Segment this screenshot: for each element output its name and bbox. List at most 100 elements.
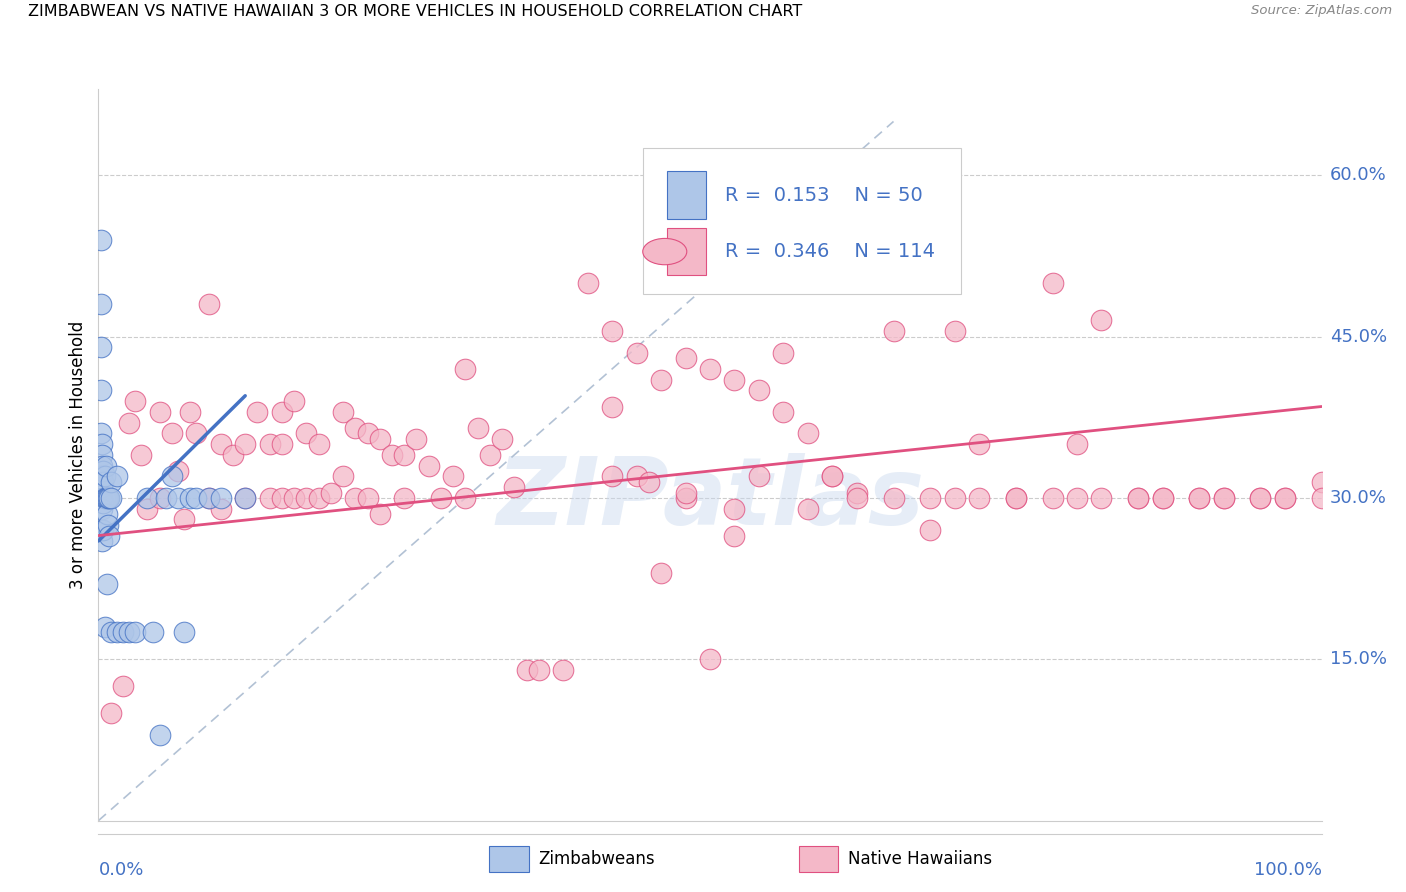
Point <box>600 324 623 338</box>
Text: 15.0%: 15.0% <box>1330 650 1386 668</box>
Point <box>91 458 114 473</box>
Point <box>160 426 183 441</box>
Point <box>883 491 905 505</box>
Text: 45.0%: 45.0% <box>1330 327 1388 345</box>
Point <box>637 475 661 489</box>
Point <box>100 475 122 489</box>
Point <box>675 485 697 500</box>
Point <box>98 528 121 542</box>
Point <box>821 469 844 483</box>
Point <box>105 625 128 640</box>
Point <box>160 469 183 483</box>
Point <box>1152 491 1174 505</box>
Point <box>149 491 172 505</box>
Point <box>845 485 868 500</box>
Point <box>94 458 117 473</box>
Point <box>90 340 112 354</box>
Point <box>1066 437 1088 451</box>
Point <box>155 491 177 505</box>
Point <box>111 625 134 640</box>
Point <box>943 324 966 338</box>
Point <box>1188 491 1211 505</box>
Point <box>90 233 112 247</box>
Point <box>179 405 201 419</box>
FancyBboxPatch shape <box>668 171 706 219</box>
Point <box>1152 491 1174 505</box>
Point <box>186 491 208 505</box>
FancyBboxPatch shape <box>668 227 706 276</box>
Point <box>344 491 367 505</box>
Point <box>233 491 256 505</box>
Point <box>118 625 141 640</box>
Point <box>96 491 118 505</box>
Point <box>1090 313 1112 327</box>
Point <box>967 491 990 505</box>
Point <box>368 507 391 521</box>
Point <box>441 469 464 483</box>
Point <box>454 362 477 376</box>
Text: ZIMBABWEAN VS NATIVE HAWAIIAN 3 OR MORE VEHICLES IN HOUSEHOLD CORRELATION CHART: ZIMBABWEAN VS NATIVE HAWAIIAN 3 OR MORE … <box>28 4 803 20</box>
Point <box>93 491 115 505</box>
Point <box>97 517 120 532</box>
Point <box>600 400 623 414</box>
Point <box>454 491 477 505</box>
Point <box>197 491 219 505</box>
Point <box>90 384 112 398</box>
Point <box>283 394 305 409</box>
Point <box>100 491 122 505</box>
Point <box>91 475 114 489</box>
Point <box>96 577 118 591</box>
Point <box>1249 491 1271 505</box>
Point <box>105 469 128 483</box>
Point <box>90 426 112 441</box>
Point <box>1066 491 1088 505</box>
Point <box>111 679 134 693</box>
Point <box>91 523 114 537</box>
Point <box>100 625 122 640</box>
Point <box>600 469 623 483</box>
Point <box>91 469 114 483</box>
Point <box>91 496 114 510</box>
Point <box>675 351 697 365</box>
Point <box>100 706 122 720</box>
Point <box>1004 491 1026 505</box>
Circle shape <box>643 238 686 265</box>
Y-axis label: 3 or more Vehicles in Household: 3 or more Vehicles in Household <box>69 321 87 589</box>
Point <box>136 501 159 516</box>
Point <box>405 432 427 446</box>
Point <box>467 421 489 435</box>
Point <box>797 501 820 516</box>
Point <box>91 523 114 537</box>
Point <box>96 507 118 521</box>
Point <box>883 324 905 338</box>
Point <box>1128 491 1150 505</box>
Point <box>308 491 330 505</box>
Point <box>699 652 721 666</box>
Point <box>173 512 195 526</box>
Text: Source: ZipAtlas.com: Source: ZipAtlas.com <box>1251 4 1392 18</box>
Point <box>1212 491 1234 505</box>
Point <box>1188 491 1211 505</box>
Text: ZIPatlas: ZIPatlas <box>496 453 924 545</box>
Point <box>197 297 219 311</box>
Point <box>1042 491 1064 505</box>
Point <box>723 528 745 542</box>
Point <box>626 345 648 359</box>
Point <box>772 345 794 359</box>
Point <box>381 448 404 462</box>
Text: 100.0%: 100.0% <box>1254 861 1322 879</box>
Point <box>430 491 453 505</box>
Point <box>797 426 820 441</box>
Text: Zimbabweans: Zimbabweans <box>538 850 655 868</box>
Point <box>723 373 745 387</box>
Point <box>93 620 115 634</box>
Point <box>173 625 195 640</box>
Point <box>93 469 115 483</box>
Point <box>1004 491 1026 505</box>
Point <box>91 437 114 451</box>
Point <box>308 437 330 451</box>
Text: R =  0.346    N = 114: R = 0.346 N = 114 <box>724 242 935 261</box>
Point <box>920 491 942 505</box>
Point <box>209 501 232 516</box>
Point <box>197 491 219 505</box>
